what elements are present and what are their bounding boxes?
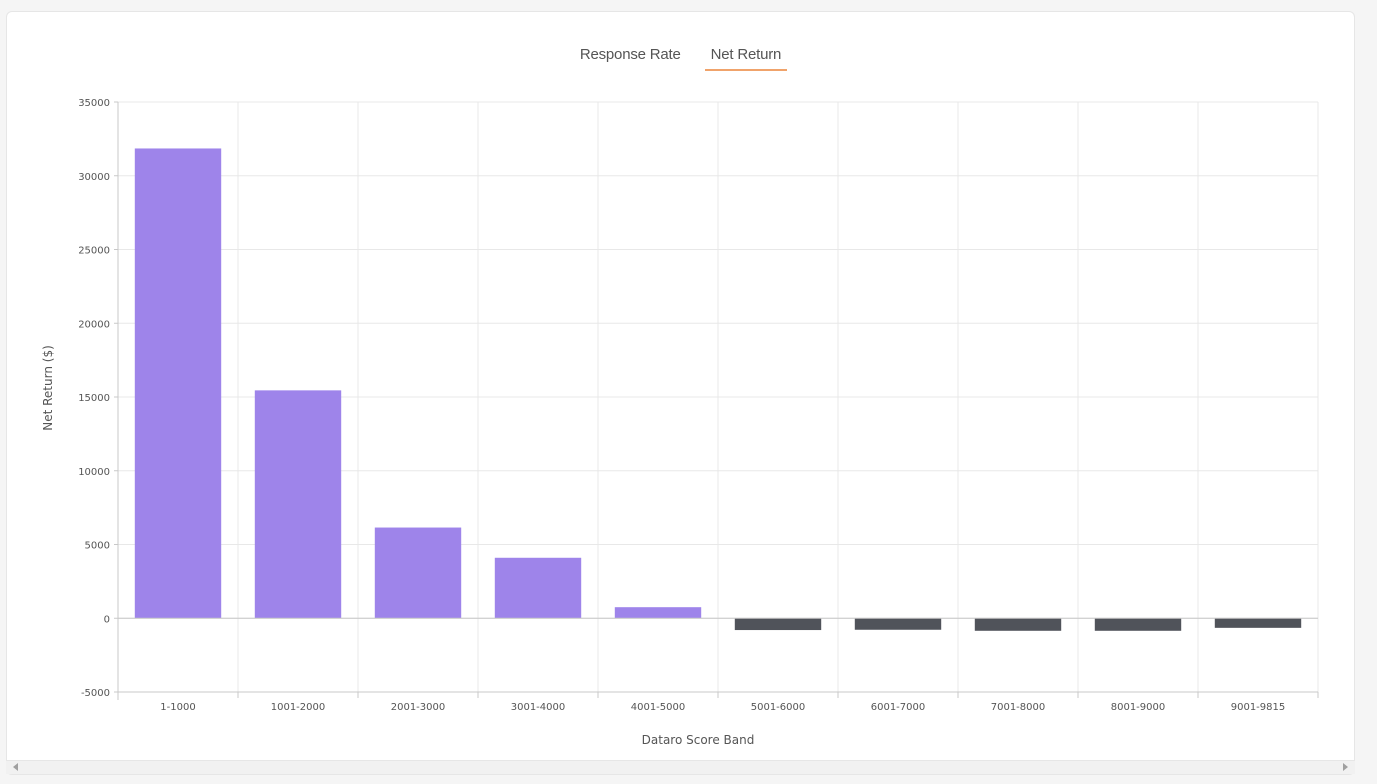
bar-2001-3000[interactable]	[374, 527, 462, 619]
scroll-left-arrow-icon[interactable]	[13, 763, 18, 771]
x-tick-label: 6001-7000	[871, 702, 926, 713]
tab-net-return[interactable]: Net Return	[704, 46, 788, 71]
y-tick-label: 15000	[78, 393, 110, 404]
y-tick-label: 35000	[78, 98, 110, 109]
y-tick-labels: 35000 30000 25000 20000 15000 10000 5000 0 -5000	[78, 98, 110, 699]
bar-1-1000[interactable]	[134, 148, 222, 619]
x-tick-labels: 1-1000 1001-2000 2001-3000 3001-4000 4001-50…	[160, 702, 1285, 713]
bars	[134, 148, 1302, 631]
y-tick-label: 20000	[78, 319, 110, 330]
bar-6001-7000[interactable]	[854, 618, 942, 630]
bar-7001-8000[interactable]	[974, 618, 1062, 631]
bar-5001-6000[interactable]	[734, 618, 822, 631]
y-tick-label: -5000	[81, 688, 110, 699]
bar-3001-4000[interactable]	[494, 557, 582, 619]
y-tick-label: 25000	[78, 246, 110, 257]
x-tick-label: 2001-3000	[391, 702, 446, 713]
y-tick-label: 30000	[78, 172, 110, 183]
x-axis-label: Dataro Score Band	[642, 733, 755, 747]
x-tick-label: 1-1000	[160, 702, 195, 713]
bar-4001-5000[interactable]	[614, 607, 702, 619]
y-tick-label: 0	[104, 614, 110, 625]
x-tick-label: 8001-9000	[1111, 702, 1166, 713]
chart-card: Response Rate Net Return	[6, 11, 1355, 775]
axes	[114, 101, 1319, 700]
x-tick-label: 1001-2000	[271, 702, 326, 713]
x-tick-label: 9001-9815	[1231, 702, 1286, 713]
bar-1001-2000[interactable]	[254, 390, 342, 619]
chart-tabs: Response Rate Net Return	[7, 46, 1354, 71]
x-tick-label: 4001-5000	[631, 702, 686, 713]
bar-8001-9000[interactable]	[1094, 618, 1182, 631]
horizontal-scrollbar[interactable]	[6, 760, 1355, 774]
scroll-right-arrow-icon[interactable]	[1343, 763, 1348, 771]
y-tick-label: 5000	[85, 541, 110, 552]
bar-9001-9815[interactable]	[1214, 618, 1302, 628]
y-tick-label: 10000	[78, 467, 110, 478]
y-axis-label: Net Return ($)	[41, 345, 55, 431]
x-tick-label: 7001-8000	[991, 702, 1046, 713]
x-tick-label: 5001-6000	[751, 702, 806, 713]
x-tick-label: 3001-4000	[511, 702, 566, 713]
tab-response-rate[interactable]: Response Rate	[579, 46, 681, 63]
